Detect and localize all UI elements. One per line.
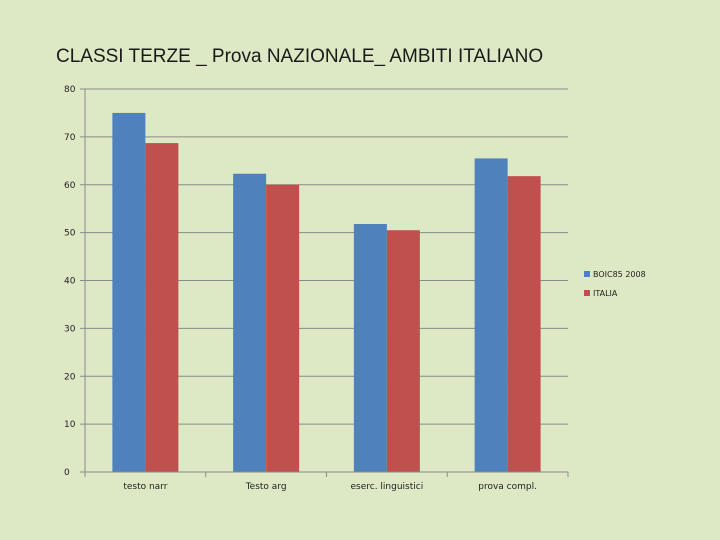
- y-tick-label: 20: [64, 372, 76, 382]
- y-tick-label: 60: [64, 181, 76, 191]
- bar-italia: [145, 143, 179, 472]
- bar-boic85: [112, 112, 146, 472]
- x-tick-label: testo narr: [123, 482, 167, 492]
- chart-title: CLASSI TERZE _ Prova NAZIONALE_ AMBITI I…: [56, 46, 544, 67]
- y-tick-label: 50: [64, 229, 76, 239]
- x-tick-label: Testo arg: [245, 482, 287, 492]
- bar-boic85: [474, 158, 508, 472]
- bar-boic85: [233, 173, 267, 472]
- y-tick-label: 0: [64, 468, 70, 478]
- bar-boic85: [353, 224, 387, 472]
- x-tick-label: prova compl.: [478, 482, 537, 492]
- y-tick-label: 70: [64, 133, 76, 143]
- y-tick-label: 40: [64, 277, 76, 287]
- legend-swatch: [584, 271, 590, 277]
- y-tick-label: 30: [64, 324, 76, 334]
- bar-italia: [507, 176, 541, 472]
- bar-italia: [386, 230, 420, 472]
- y-tick-label: 10: [64, 420, 76, 430]
- x-tick-label: eserc. linguistici: [351, 482, 424, 492]
- legend-label: BOIC85 2008: [593, 270, 646, 279]
- legend-swatch: [584, 290, 590, 296]
- y-tick-label: 80: [64, 85, 76, 95]
- legend-label: ITALIA: [593, 289, 618, 298]
- bar-italia: [266, 184, 300, 472]
